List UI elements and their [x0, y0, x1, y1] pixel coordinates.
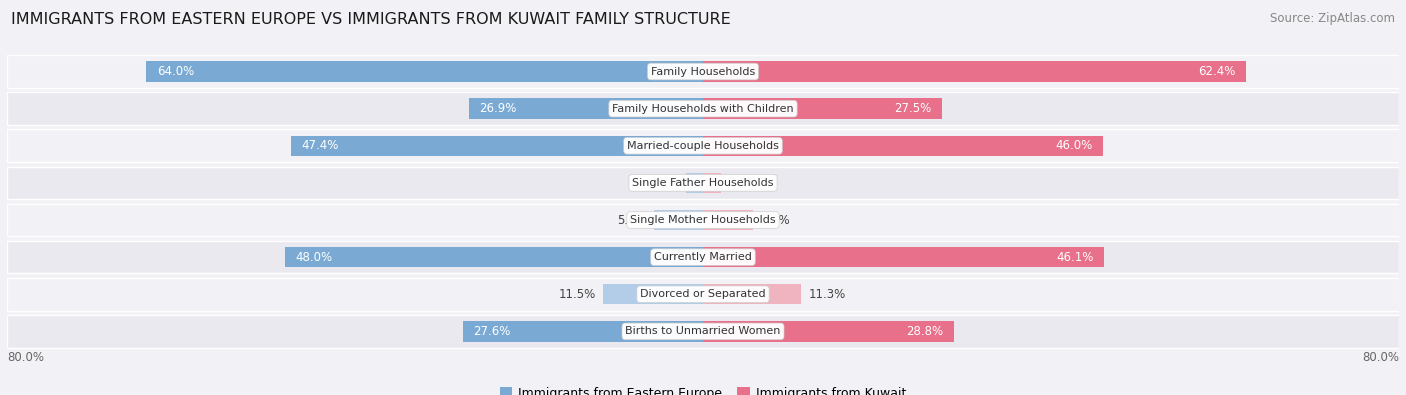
- Text: 5.6%: 5.6%: [617, 214, 647, 226]
- Text: Source: ZipAtlas.com: Source: ZipAtlas.com: [1270, 12, 1395, 25]
- Text: 27.6%: 27.6%: [474, 325, 510, 338]
- Text: 46.0%: 46.0%: [1056, 139, 1092, 152]
- Text: Family Households with Children: Family Households with Children: [612, 103, 794, 114]
- Text: 2.1%: 2.1%: [728, 177, 758, 189]
- FancyBboxPatch shape: [703, 98, 942, 119]
- Text: Single Father Households: Single Father Households: [633, 178, 773, 188]
- Text: 5.8%: 5.8%: [761, 214, 790, 226]
- Text: 64.0%: 64.0%: [156, 65, 194, 78]
- FancyBboxPatch shape: [470, 98, 703, 119]
- FancyBboxPatch shape: [7, 315, 1399, 348]
- FancyBboxPatch shape: [703, 210, 754, 230]
- Legend: Immigrants from Eastern Europe, Immigrants from Kuwait: Immigrants from Eastern Europe, Immigran…: [495, 382, 911, 395]
- FancyBboxPatch shape: [703, 173, 721, 193]
- Text: Single Mother Households: Single Mother Households: [630, 215, 776, 225]
- Text: 46.1%: 46.1%: [1056, 251, 1094, 263]
- FancyBboxPatch shape: [603, 284, 703, 305]
- Text: 11.3%: 11.3%: [808, 288, 845, 301]
- FancyBboxPatch shape: [291, 135, 703, 156]
- FancyBboxPatch shape: [7, 204, 1399, 236]
- Text: 48.0%: 48.0%: [295, 251, 333, 263]
- Text: 27.5%: 27.5%: [894, 102, 932, 115]
- Text: Births to Unmarried Women: Births to Unmarried Women: [626, 326, 780, 337]
- FancyBboxPatch shape: [703, 135, 1104, 156]
- FancyBboxPatch shape: [703, 247, 1104, 267]
- Text: 80.0%: 80.0%: [1362, 351, 1399, 364]
- Text: 11.5%: 11.5%: [558, 288, 596, 301]
- Text: 2.0%: 2.0%: [650, 177, 679, 189]
- FancyBboxPatch shape: [7, 167, 1399, 199]
- FancyBboxPatch shape: [7, 130, 1399, 162]
- FancyBboxPatch shape: [7, 92, 1399, 125]
- FancyBboxPatch shape: [703, 284, 801, 305]
- FancyBboxPatch shape: [686, 173, 703, 193]
- FancyBboxPatch shape: [7, 241, 1399, 273]
- FancyBboxPatch shape: [7, 55, 1399, 88]
- Text: IMMIGRANTS FROM EASTERN EUROPE VS IMMIGRANTS FROM KUWAIT FAMILY STRUCTURE: IMMIGRANTS FROM EASTERN EUROPE VS IMMIGR…: [11, 12, 731, 27]
- Text: 26.9%: 26.9%: [479, 102, 517, 115]
- FancyBboxPatch shape: [703, 321, 953, 342]
- Text: 80.0%: 80.0%: [7, 351, 44, 364]
- Text: 47.4%: 47.4%: [301, 139, 339, 152]
- FancyBboxPatch shape: [146, 61, 703, 82]
- Text: Currently Married: Currently Married: [654, 252, 752, 262]
- FancyBboxPatch shape: [654, 210, 703, 230]
- Text: Divorced or Separated: Divorced or Separated: [640, 289, 766, 299]
- Text: Married-couple Households: Married-couple Households: [627, 141, 779, 151]
- Text: 62.4%: 62.4%: [1198, 65, 1236, 78]
- FancyBboxPatch shape: [703, 61, 1246, 82]
- FancyBboxPatch shape: [463, 321, 703, 342]
- Text: Family Households: Family Households: [651, 66, 755, 77]
- Text: 28.8%: 28.8%: [905, 325, 943, 338]
- FancyBboxPatch shape: [285, 247, 703, 267]
- FancyBboxPatch shape: [7, 278, 1399, 310]
